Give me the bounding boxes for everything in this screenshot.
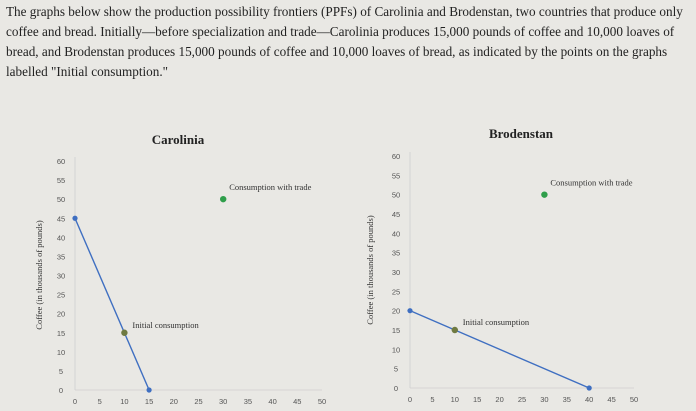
carolinia-x-tick: 35	[244, 397, 252, 406]
carolinia-x-tick: 50	[318, 397, 326, 406]
carolinia-y-tick: 60	[57, 157, 65, 166]
brodenstan-x-tick: 0	[408, 395, 412, 404]
brodenstan-title: Brodenstan	[489, 126, 554, 141]
brodenstan-x-tick: 25	[518, 395, 526, 404]
brodenstan-point-label: Initial consumption	[463, 317, 530, 327]
brodenstan-x-tick: 40	[585, 395, 593, 404]
brodenstan-y-tick: 30	[392, 268, 400, 277]
carolinia-y-tick: 10	[57, 348, 65, 357]
carolinia-x-tick: 15	[145, 397, 153, 406]
brodenstan-y-tick: 50	[392, 191, 400, 200]
brodenstan-x-tick: 10	[451, 395, 459, 404]
carolinia-ppf-endpoint	[146, 387, 152, 393]
carolinia-x-tick: 0	[73, 397, 77, 406]
brodenstan-ppf-endpoint	[407, 308, 413, 314]
brodenstan-y-tick: 15	[392, 326, 400, 335]
brodenstan-x-tick: 50	[630, 395, 638, 404]
brodenstan-y-tick: 5	[394, 365, 398, 374]
carolinia-y-tick: 15	[57, 329, 65, 338]
carolinia-y-tick: 5	[59, 367, 63, 376]
brodenstan-x-tick: 5	[430, 395, 434, 404]
carolinia-y-tick: 35	[57, 252, 65, 261]
brodenstan-y-tick: 10	[392, 345, 400, 354]
carolinia-ppf-line	[74, 217, 150, 391]
carolinia-y-tick: 20	[57, 310, 65, 319]
brodenstan-x-tick: 30	[540, 395, 548, 404]
brodenstan-point	[451, 326, 458, 334]
carolinia-point-label: Consumption with trade	[229, 182, 311, 192]
carolinia-x-tick: 45	[293, 397, 301, 406]
carolinia-y-tick: 50	[57, 195, 65, 204]
brodenstan-x-tick: 35	[563, 395, 571, 404]
carolinia-y-tick: 0	[59, 386, 63, 395]
carolinia-ppf-endpoint	[72, 215, 78, 221]
intro-paragraph: The graphs below show the production pos…	[6, 4, 683, 79]
carolinia-point-label: Initial consumption	[132, 320, 199, 330]
brodenstan-y-tick: 20	[392, 307, 400, 316]
brodenstan-y-tick: 0	[394, 384, 398, 393]
brodenstan-ppf-line	[409, 310, 590, 389]
brodenstan-y-tick: 35	[392, 249, 400, 258]
carolinia-y-tick: 25	[57, 291, 65, 300]
carolinia-x-tick: 10	[120, 397, 128, 406]
carolinia-x-tick: 40	[268, 397, 276, 406]
carolinia-y-tick: 40	[57, 233, 65, 242]
carolinia-x-tick: 20	[170, 397, 178, 406]
carolinia-point	[121, 329, 128, 336]
brodenstan-y-tick: 60	[392, 152, 400, 161]
carolinia-title: Carolinia	[152, 132, 205, 147]
carolinia-y-tick: 30	[57, 272, 65, 281]
carolinia-x-tick: 25	[194, 397, 202, 406]
carolinia-y-axis-label: Coffee (in thousands of pounds)	[34, 220, 44, 330]
brodenstan-y-tick: 25	[392, 287, 400, 296]
carolinia-point	[220, 195, 227, 203]
brodenstan-x-tick: 20	[495, 395, 503, 404]
brodenstan-point-label: Consumption with trade	[550, 178, 632, 188]
carolinia-y-tick: 45	[57, 214, 65, 223]
brodenstan-point	[541, 191, 548, 198]
brodenstan-x-tick: 45	[607, 395, 615, 404]
brodenstan-y-tick: 55	[392, 171, 400, 180]
brodenstan-x-tick: 15	[473, 395, 481, 404]
carolinia-y-tick: 55	[57, 176, 65, 185]
carolinia-x-tick: 5	[98, 397, 102, 406]
brodenstan-y-tick: 40	[392, 229, 400, 238]
brodenstan-ppf-endpoint	[586, 385, 592, 391]
brodenstan-y-tick: 45	[392, 210, 400, 219]
brodenstan-y-axis-label: Coffee (in thousands of pounds)	[365, 215, 375, 325]
carolinia-x-tick: 30	[219, 397, 227, 406]
